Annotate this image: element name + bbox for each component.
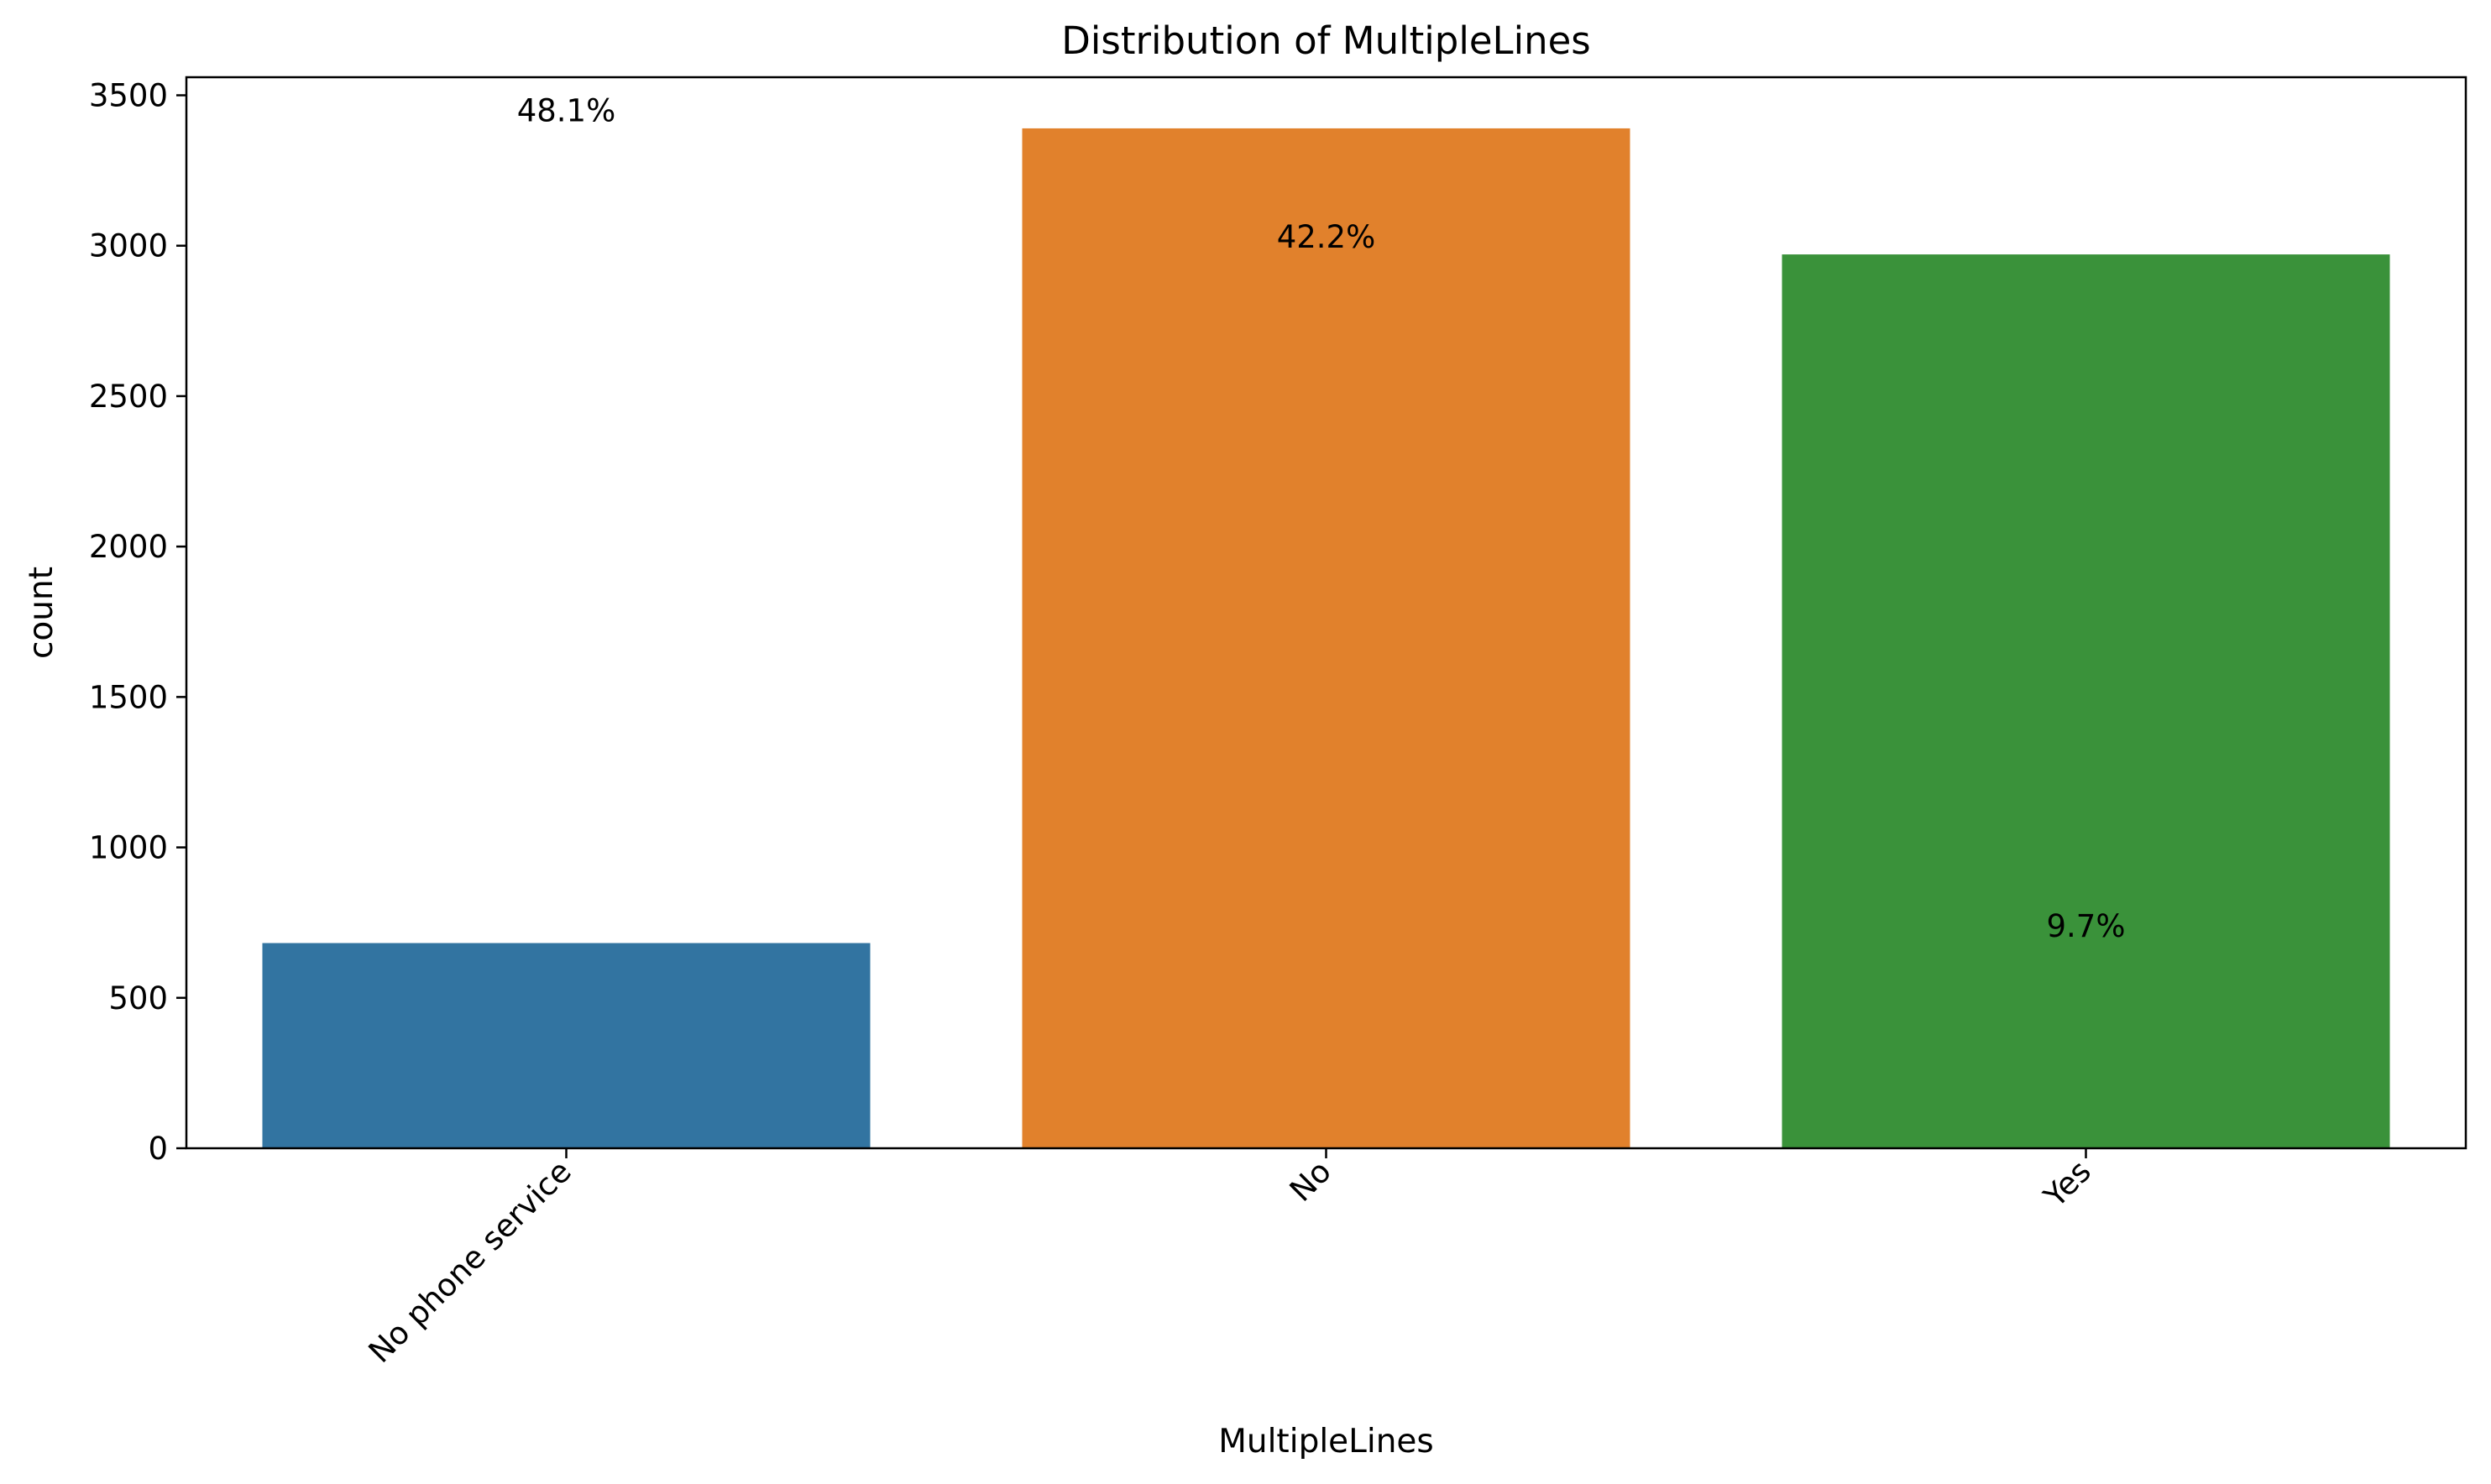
y-tick-label: 2000 bbox=[89, 529, 168, 565]
bar-no-phone-service bbox=[262, 943, 871, 1148]
y-tick-label: 3500 bbox=[89, 78, 168, 114]
plot-area-frame bbox=[185, 76, 2467, 1150]
bars-group bbox=[262, 128, 2390, 1148]
chart-title: Distribution of MultipleLines bbox=[1061, 18, 1590, 63]
data-label: 48.1% bbox=[517, 92, 616, 128]
y-axis-label: count bbox=[23, 567, 60, 659]
y-axis-ticks: 0 500 1000 1500 2000 2500 3000 3500 bbox=[89, 78, 186, 1167]
data-label: 9.7% bbox=[2047, 908, 2126, 944]
y-tick-label: 1500 bbox=[89, 679, 168, 715]
bar-no bbox=[1022, 128, 1630, 1148]
data-labels-group: 48.1% 42.2% 9.7% bbox=[517, 92, 2126, 943]
y-tick-label: 0 bbox=[148, 1131, 168, 1167]
data-label: 42.2% bbox=[1277, 219, 1376, 255]
x-tick-label: No bbox=[1283, 1153, 1338, 1209]
x-axis-label: MultipleLines bbox=[1218, 1423, 1434, 1460]
y-tick-label: 1000 bbox=[89, 830, 168, 866]
y-tick-label: 2500 bbox=[89, 379, 168, 415]
y-tick-label: 500 bbox=[108, 980, 168, 1016]
bar-yes bbox=[1782, 254, 2390, 1148]
y-tick-label: 3000 bbox=[89, 228, 168, 264]
x-tick-label: No phone service bbox=[362, 1153, 578, 1370]
x-tick-label: Yes bbox=[2037, 1153, 2098, 1215]
x-axis-ticks: No phone service No Yes bbox=[362, 1148, 2098, 1370]
